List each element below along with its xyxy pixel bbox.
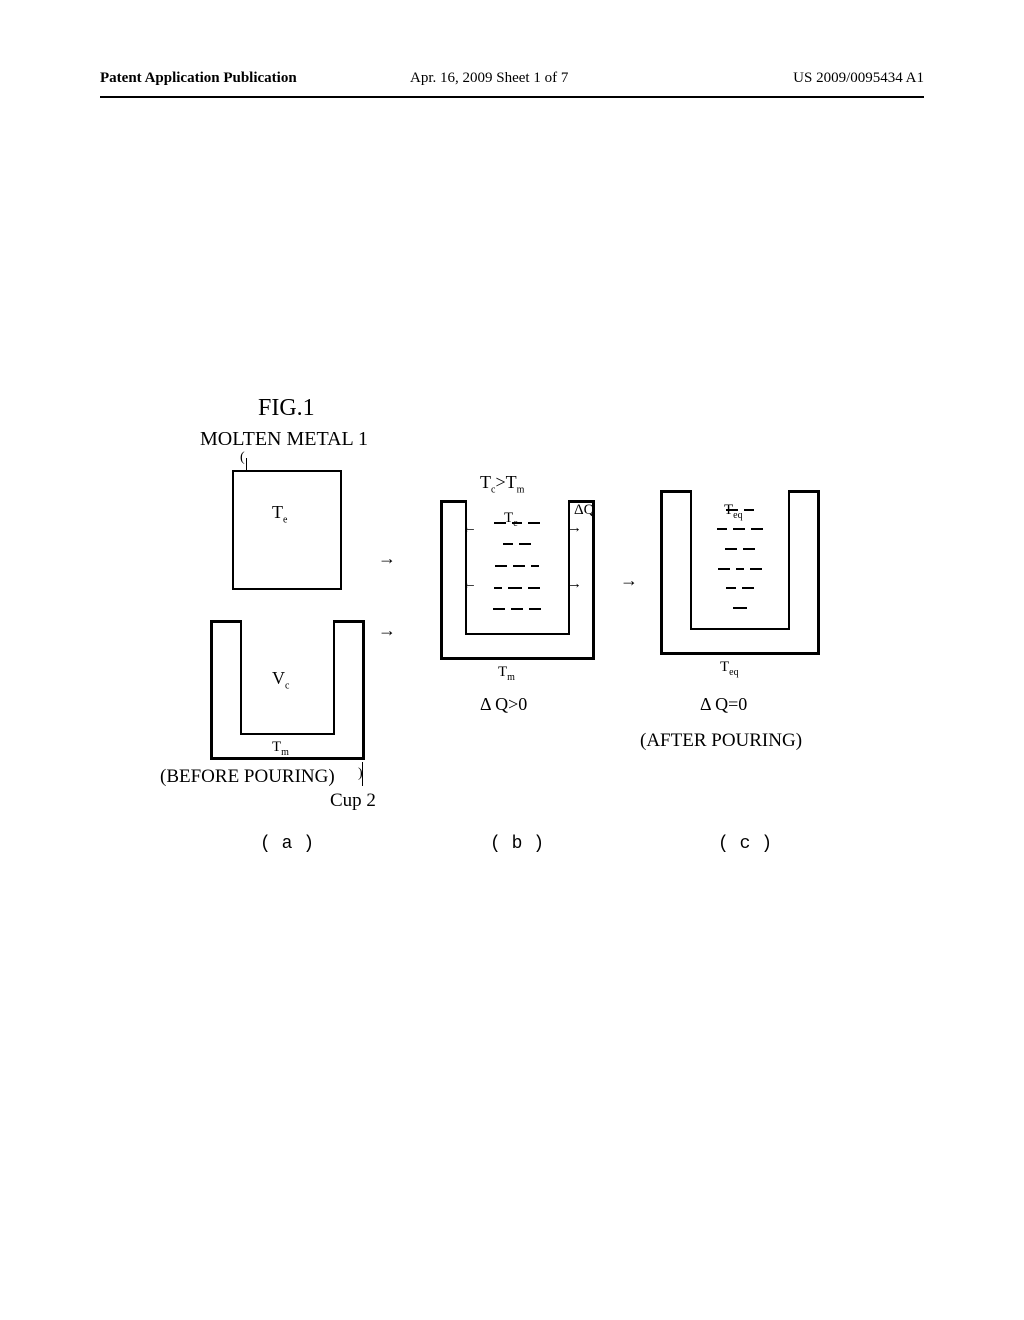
panel-label-a: ( a ) <box>260 834 314 854</box>
condition-tc-greater-tm: Tc>Tm <box>480 472 524 496</box>
temperature-te: Te <box>272 502 287 526</box>
cup-label: Cup 2 <box>330 790 376 812</box>
heat-arrow-left-1: ← <box>462 520 477 537</box>
lead-line-molten <box>246 458 247 470</box>
arrow-b-to-c: → <box>620 570 638 591</box>
molten-metal-label: MOLTEN METAL 1 <box>200 428 368 451</box>
heat-arrow-right-2: → <box>567 576 582 593</box>
page-header: Patent Application Publication Apr. 16, … <box>100 70 924 94</box>
delta-q-label: ΔQ <box>574 502 594 519</box>
heat-arrow-left-2: ← <box>462 576 477 593</box>
temperature-tm-a: Tm <box>272 739 289 758</box>
publication-number: US 2009/0095434 A1 <box>793 70 924 87</box>
header-rule-line <box>100 96 924 98</box>
delta-q-zero: Δ Q=0 <box>700 694 747 715</box>
delta-q-positive: Δ Q>0 <box>480 694 527 715</box>
lead-line-cup <box>362 762 363 786</box>
publication-type: Patent Application Publication <box>100 70 297 87</box>
before-pouring-label: (BEFORE POURING) <box>160 766 335 788</box>
temperature-tc-b: Tc <box>504 510 518 529</box>
after-pouring-label: (AFTER POURING) <box>640 730 802 752</box>
temperature-teq-cup: Teq <box>720 659 739 678</box>
temperature-teq-inner: Teq <box>724 502 743 521</box>
panel-label-b: ( b ) <box>490 834 544 854</box>
lead-paren-molten: ( <box>240 450 245 466</box>
arrow-metal-to-b: → <box>378 548 396 569</box>
heat-arrow-right-1: → <box>567 520 582 537</box>
publication-date-sheet: Apr. 16, 2009 Sheet 1 of 7 <box>410 70 568 87</box>
patent-figure-page: Patent Application Publication Apr. 16, … <box>0 0 1024 1320</box>
panel-label-c: ( c ) <box>718 834 772 854</box>
figure-number: FIG.1 <box>258 395 315 422</box>
arrow-cup-to-b: → <box>378 620 396 641</box>
temperature-tm-b: Tm <box>498 664 515 683</box>
volume-vc: Vc <box>272 668 289 692</box>
molten-metal-box <box>232 470 342 590</box>
